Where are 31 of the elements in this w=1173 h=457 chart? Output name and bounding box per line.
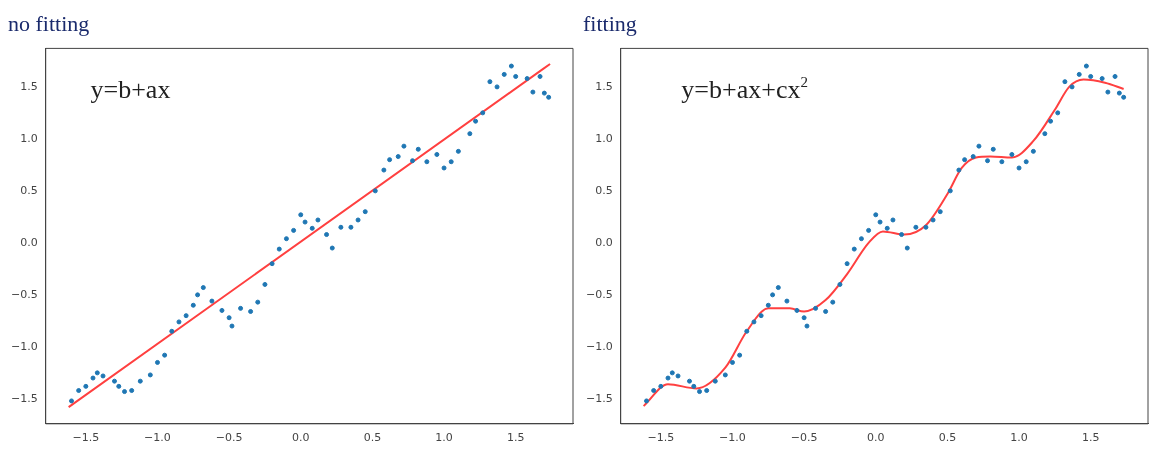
x-tick-label: −0.5	[790, 431, 818, 445]
chart-title: no fitting	[8, 10, 90, 36]
x-tick-label: 1.5	[1081, 431, 1100, 445]
x-tick-label: −1.0	[719, 431, 746, 445]
y-tick-label: −1.0	[585, 339, 613, 353]
y-tick-label: −1.5	[585, 391, 613, 405]
chart-title: fitting	[583, 10, 637, 36]
x-tick-label: −0.5	[215, 431, 243, 445]
x-tick-label: −1.0	[144, 431, 171, 445]
y-tick-label: 1.0	[20, 131, 38, 145]
x-tick-label: 0.0	[867, 431, 885, 445]
annotation: y=b+ax	[90, 75, 171, 105]
y-tick-label: 1.0	[595, 131, 613, 145]
y-tick-label: 0.5	[595, 183, 613, 197]
x-tick-label: 0.5	[363, 431, 382, 445]
y-tick-label: 0.0	[595, 235, 613, 249]
y-tick-label: −1.5	[10, 391, 38, 405]
x-tick-label: 0.0	[292, 431, 310, 445]
y-tick-label: −1.0	[10, 339, 38, 353]
x-tick-label: −1.5	[647, 431, 675, 445]
y-tick-label: −0.5	[10, 287, 38, 301]
y-tick-label: −0.5	[585, 287, 613, 301]
x-tick-label: 0.5	[938, 431, 957, 445]
x-tick-label: 1.5	[506, 431, 525, 445]
y-tick-label: 1.5	[595, 79, 613, 93]
y-tick-label: 0.5	[20, 183, 38, 197]
x-tick-label: 1.0	[435, 431, 453, 445]
x-tick-label: 1.0	[1010, 431, 1028, 445]
y-tick-label: 0.0	[20, 235, 38, 249]
y-tick-label: 1.5	[20, 79, 38, 93]
x-tick-label: −1.5	[72, 431, 100, 445]
